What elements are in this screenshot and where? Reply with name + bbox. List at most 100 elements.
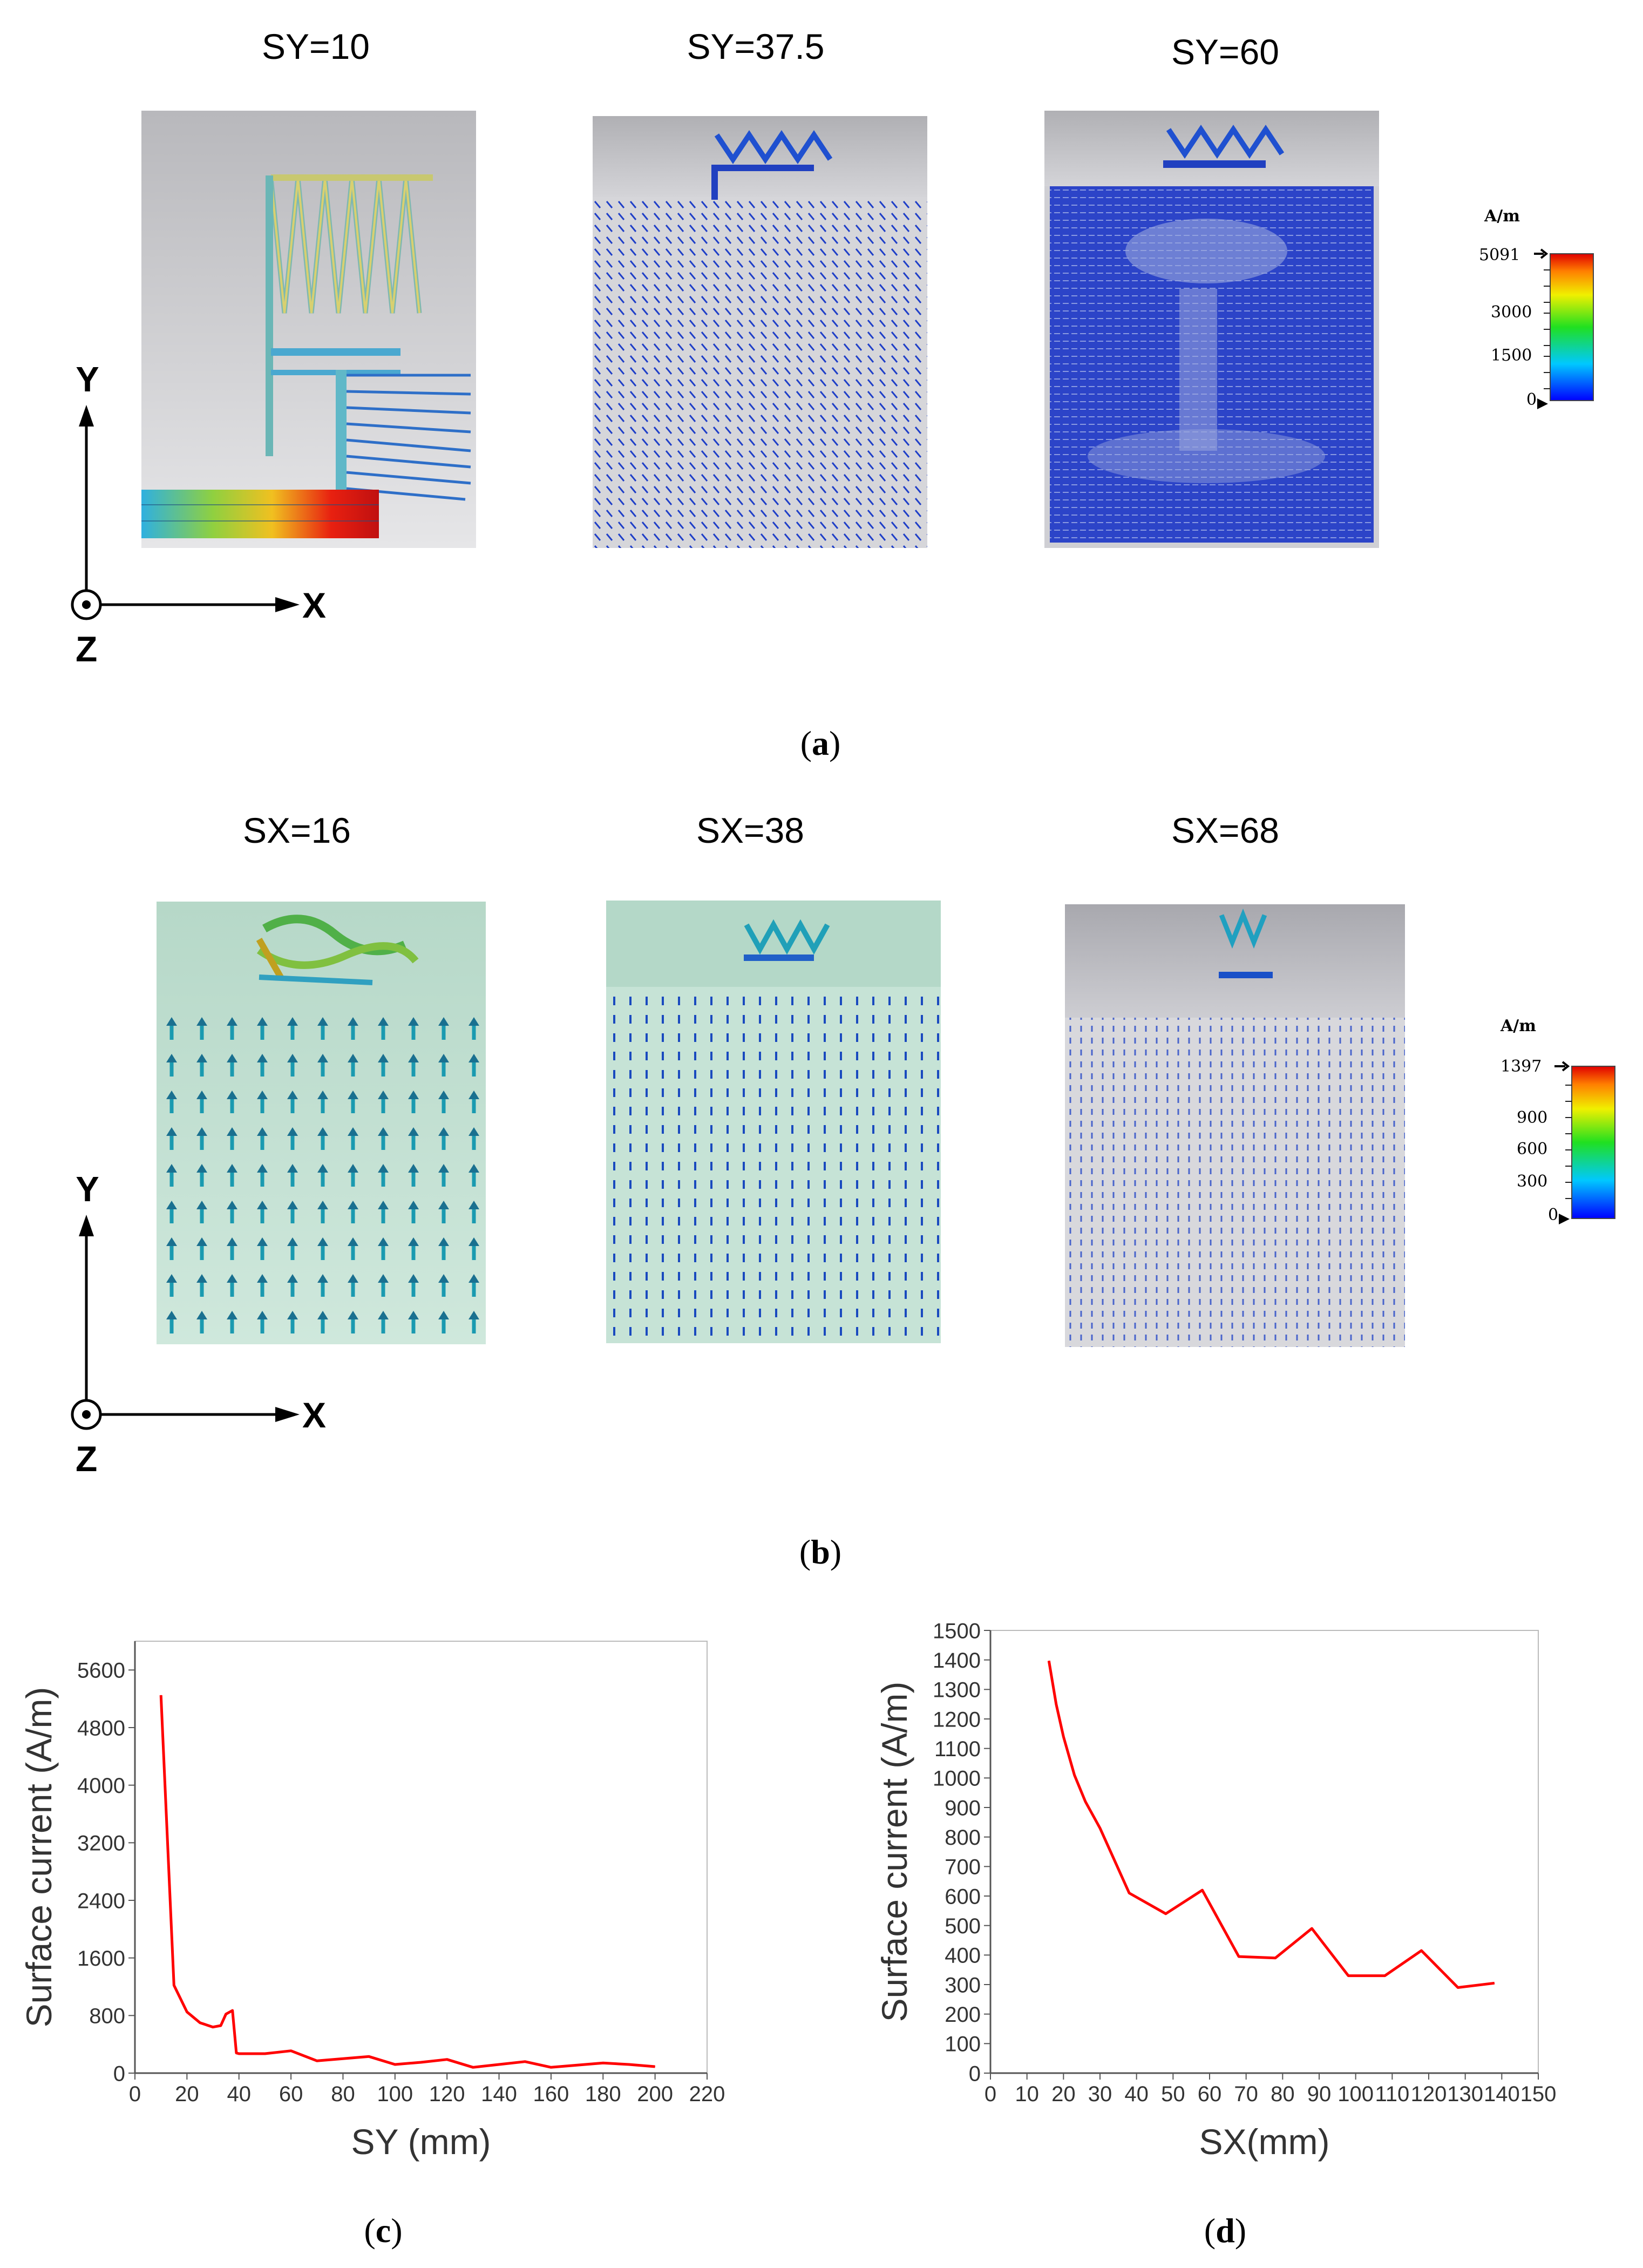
x-tick-label: 0 [129,2082,141,2106]
field-plot-sx16 [157,902,486,1344]
legend-b-unit: A/m [1500,1017,1536,1035]
panel-b-title-1: SX=16 [243,810,351,850]
y-tick-label: 1500 [933,1619,981,1643]
x-tick-label: 120 [429,2082,465,2106]
axis-b-z-label: Z [76,1439,97,1479]
y-tick-label: 500 [945,1914,981,1938]
data-point [1348,1975,1349,1976]
y-tick-label: 3200 [77,1832,125,1856]
x-tick-label: 50 [1161,2082,1185,2106]
data-point [1201,1890,1203,1891]
colorbar-legend-b: A/m 1397 900 600 300 0 [1500,1017,1615,1224]
data-point [1099,1827,1101,1829]
x-tick-label: 140 [1484,2082,1520,2106]
panel-a-title-1: SY=10 [262,26,370,66]
x-tick-label: 30 [1088,2082,1112,2106]
field-plot-sy60 [1044,111,1379,548]
x-tick-label: 180 [585,2082,621,2106]
y-axis-label: Surface current (A/m) [19,1687,59,2028]
field-plot-sy10 [141,111,476,548]
line-chart-d: 0 10 20 30 40 50 60 70 80 90 100 110 120 130 140 150010… [874,1619,1557,2162]
y-tick-label: 800 [89,2005,125,2028]
axis-b-x-label: X [302,1395,326,1435]
panel-a-title-3: SY=60 [1171,32,1279,72]
x-tick-label: 120 [1411,2082,1447,2106]
coordinate-axes-a: Y X Z [71,367,326,669]
y-tick-label: 1400 [933,1649,981,1673]
legend-b-tick-900: 900 [1517,1108,1547,1127]
x-tick-label: 60 [279,2082,303,2106]
data-point [420,2062,422,2063]
data-point [576,2064,578,2066]
y-tick-label: 0 [969,2062,981,2086]
y-tick-label: 4000 [77,1774,125,1798]
x-tick-label: 40 [227,2082,251,2106]
y-tick-label: 5600 [77,1659,125,1683]
panel-b-title-2: SX=38 [696,810,804,850]
data-point [1384,1975,1386,1976]
legend-a-unit: A/m [1484,207,1520,226]
x-tick-label: 110 [1375,2082,1409,2106]
y-tick-label: 900 [945,1796,981,1820]
data-point [1165,1913,1166,1914]
caption-d: (d) [1204,2211,1247,2250]
y-tick-label: 0 [113,2062,125,2086]
x-tick-label: 80 [1271,2082,1295,2106]
x-tick-label: 140 [481,2082,517,2106]
caption-b: (b) [799,1533,842,1571]
plot-area [990,1630,1539,2074]
y-tick-label: 300 [945,1973,981,1997]
x-tick-label: 90 [1307,2082,1332,2106]
x-tick-label: 130 [1447,2082,1483,2106]
x-tick-label: 10 [1015,2082,1039,2106]
coordinate-axes-b: Y X Z [71,1177,326,1479]
y-tick-label: 1200 [933,1708,981,1731]
y-tick-label: 4800 [77,1716,125,1740]
x-tick-label: 100 [1338,2082,1374,2106]
legend-a-tick-1500: 1500 [1491,346,1532,365]
legend-a-tick-0: 0 [1526,390,1537,409]
x-tick-label: 20 [1051,2082,1076,2106]
x-tick-label: 80 [331,2082,355,2106]
axis-a-z-label: Z [76,629,97,669]
y-tick-label: 1300 [933,1678,981,1702]
panel-a-title-2: SY=37.5 [687,26,825,66]
legend-b-tick-max: 1397 [1501,1057,1542,1076]
y-tick-label: 1600 [77,1947,125,1971]
plot-area [134,1641,708,2074]
data-point [232,2010,233,2011]
y-axis-label: Surface current (A/m) [874,1682,914,2022]
x-tick-label: 20 [175,2082,199,2106]
axis-a-x-label: X [302,585,326,625]
x-tick-label: 150 [1520,2082,1557,2106]
y-tick-label: 1000 [933,1767,981,1791]
x-tick-label: 70 [1234,2082,1258,2106]
y-tick-label: 1100 [934,1737,981,1761]
field-plot-sx38 [606,901,941,1343]
axis-a-y-label: Y [76,367,99,399]
x-axis-label: SX(mm) [1199,2122,1330,2162]
x-tick-label: 220 [689,2082,725,2106]
legend-b-tick-600: 600 [1517,1140,1547,1159]
axis-b-y-label: Y [76,1177,99,1209]
series-line-0 [159,1695,655,2069]
colorbar-legend-a: A/m 5091 3000 1500 0 [1479,207,1594,409]
caption-c: (c) [364,2211,403,2250]
data-point [1063,1736,1064,1737]
y-tick-label: 2400 [77,1889,125,1913]
x-tick-label: 40 [1124,2082,1149,2106]
line-chart-c: 0 20 40 60 80 100 120 140 160 180 200 220 0 800 1600 24… [19,1641,725,2162]
x-axis-label: SY (mm) [351,2122,491,2162]
legend-a-tick-max: 5091 [1479,246,1520,265]
x-tick-label: 200 [637,2082,673,2106]
x-tick-label: 60 [1198,2082,1222,2106]
y-tick-label: 600 [945,1885,981,1908]
y-tick-label: 700 [945,1856,981,1879]
y-tick-label: 200 [945,2003,981,2027]
x-tick-label: 0 [985,2082,996,2106]
x-tick-label: 100 [377,2082,413,2106]
legend-a-tick-3000: 3000 [1491,303,1532,322]
y-tick-label: 800 [945,1826,981,1850]
legend-b-tick-300: 300 [1517,1172,1547,1191]
caption-a: (a) [800,724,841,762]
